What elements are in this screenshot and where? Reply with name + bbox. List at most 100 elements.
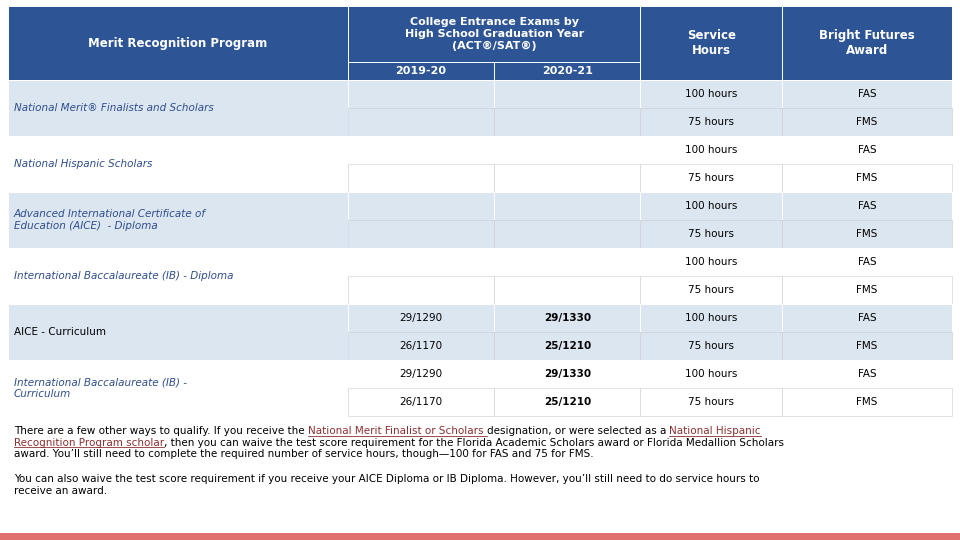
Text: 75 hours: 75 hours bbox=[688, 397, 734, 407]
Text: 100 hours: 100 hours bbox=[685, 201, 737, 211]
Text: You can also waive the test score requirement if you receive your AICE Diploma o: You can also waive the test score requir… bbox=[14, 474, 759, 484]
Text: 100 hours: 100 hours bbox=[685, 369, 737, 379]
Bar bbox=[640, 332, 782, 360]
Text: FAS: FAS bbox=[857, 89, 876, 99]
Bar bbox=[782, 108, 952, 136]
Bar bbox=[782, 80, 952, 136]
Text: 26/1170: 26/1170 bbox=[399, 397, 443, 407]
Bar bbox=[640, 220, 782, 248]
Bar bbox=[8, 304, 348, 360]
Bar bbox=[8, 248, 348, 304]
Bar bbox=[8, 80, 348, 136]
Bar bbox=[494, 220, 640, 248]
Text: Merit Recognition Program: Merit Recognition Program bbox=[88, 37, 268, 50]
Bar bbox=[348, 62, 494, 80]
Text: 75 hours: 75 hours bbox=[688, 285, 734, 295]
Bar bbox=[494, 332, 640, 360]
Bar bbox=[640, 164, 782, 192]
Text: Service
Hours: Service Hours bbox=[686, 29, 735, 57]
Text: FMS: FMS bbox=[856, 341, 877, 351]
Bar bbox=[494, 108, 640, 136]
Bar bbox=[494, 192, 640, 248]
Text: International Baccalaureate (IB) -
Curriculum: International Baccalaureate (IB) - Curri… bbox=[14, 377, 187, 399]
Bar bbox=[348, 388, 494, 416]
Bar bbox=[348, 6, 640, 62]
Text: FAS: FAS bbox=[857, 201, 876, 211]
Text: 29/1290: 29/1290 bbox=[399, 369, 443, 379]
Text: AICE - Curriculum: AICE - Curriculum bbox=[14, 327, 106, 337]
Bar bbox=[348, 136, 494, 192]
Text: 100 hours: 100 hours bbox=[685, 257, 737, 267]
Text: FAS: FAS bbox=[857, 369, 876, 379]
Text: National Merit Finalist or Scholars: National Merit Finalist or Scholars bbox=[308, 426, 487, 436]
Bar bbox=[640, 388, 782, 416]
Bar bbox=[348, 164, 494, 192]
Text: 75 hours: 75 hours bbox=[688, 341, 734, 351]
Bar bbox=[348, 248, 494, 304]
Text: College Entrance Exams by
High School Graduation Year
(ACT®/SAT®): College Entrance Exams by High School Gr… bbox=[404, 17, 584, 51]
Text: National Hispanic Scholars: National Hispanic Scholars bbox=[14, 159, 153, 169]
Bar bbox=[494, 276, 640, 304]
Text: FMS: FMS bbox=[856, 173, 877, 183]
Text: Bright Futures
Award: Bright Futures Award bbox=[819, 29, 915, 57]
Bar bbox=[8, 360, 348, 416]
Bar bbox=[640, 6, 782, 80]
Text: National Hispanic: National Hispanic bbox=[669, 426, 760, 436]
Bar bbox=[348, 360, 494, 416]
Text: FAS: FAS bbox=[857, 313, 876, 323]
Bar bbox=[782, 6, 952, 80]
Text: 100 hours: 100 hours bbox=[685, 313, 737, 323]
Bar bbox=[8, 136, 348, 192]
Text: 25/1210: 25/1210 bbox=[543, 341, 591, 351]
Bar bbox=[348, 304, 494, 360]
Bar bbox=[0, 533, 960, 540]
Text: 100 hours: 100 hours bbox=[685, 145, 737, 155]
Text: 2019-20: 2019-20 bbox=[396, 66, 446, 76]
Bar bbox=[782, 360, 952, 416]
Bar bbox=[640, 360, 782, 416]
Bar bbox=[494, 136, 640, 192]
Bar bbox=[782, 388, 952, 416]
Text: 25/1210: 25/1210 bbox=[543, 397, 591, 407]
Text: 2020-21: 2020-21 bbox=[541, 66, 592, 76]
Bar bbox=[348, 80, 494, 136]
Text: FMS: FMS bbox=[856, 229, 877, 239]
Text: FAS: FAS bbox=[857, 145, 876, 155]
Text: National Merit® Finalists and Scholars: National Merit® Finalists and Scholars bbox=[14, 103, 214, 113]
Text: FMS: FMS bbox=[856, 285, 877, 295]
Text: designation, or were selected as a: designation, or were selected as a bbox=[487, 426, 669, 436]
Text: Recognition Program scholar: Recognition Program scholar bbox=[14, 437, 164, 448]
Bar bbox=[494, 304, 640, 360]
Text: FAS: FAS bbox=[857, 257, 876, 267]
Bar bbox=[782, 276, 952, 304]
Bar bbox=[640, 192, 782, 248]
Bar bbox=[8, 192, 348, 248]
Text: 75 hours: 75 hours bbox=[688, 117, 734, 127]
Text: 29/1330: 29/1330 bbox=[543, 369, 591, 379]
Text: receive an award.: receive an award. bbox=[14, 486, 108, 496]
Bar bbox=[494, 80, 640, 136]
Bar bbox=[782, 192, 952, 248]
Text: award. You’ll still need to complete the required number of service hours, thoug: award. You’ll still need to complete the… bbox=[14, 449, 593, 459]
Text: 100 hours: 100 hours bbox=[685, 89, 737, 99]
Bar bbox=[494, 388, 640, 416]
Text: International Baccalaureate (IB) - Diploma: International Baccalaureate (IB) - Diplo… bbox=[14, 271, 233, 281]
Text: 75 hours: 75 hours bbox=[688, 173, 734, 183]
Bar bbox=[640, 304, 782, 360]
Bar bbox=[348, 192, 494, 248]
Text: 75 hours: 75 hours bbox=[688, 229, 734, 239]
Bar bbox=[494, 360, 640, 416]
Bar bbox=[782, 248, 952, 304]
Bar bbox=[782, 332, 952, 360]
Bar bbox=[640, 276, 782, 304]
Bar bbox=[348, 332, 494, 360]
Bar bbox=[494, 248, 640, 304]
Text: , then you can waive the test score requirement for the Florida Academic Scholar: , then you can waive the test score requ… bbox=[164, 437, 784, 448]
Bar bbox=[782, 164, 952, 192]
Text: Advanced International Certificate of
Education (AICE)  - Diploma: Advanced International Certificate of Ed… bbox=[14, 209, 206, 231]
Text: FMS: FMS bbox=[856, 397, 877, 407]
Bar bbox=[348, 220, 494, 248]
Text: FMS: FMS bbox=[856, 117, 877, 127]
Bar bbox=[494, 62, 640, 80]
Bar bbox=[348, 108, 494, 136]
